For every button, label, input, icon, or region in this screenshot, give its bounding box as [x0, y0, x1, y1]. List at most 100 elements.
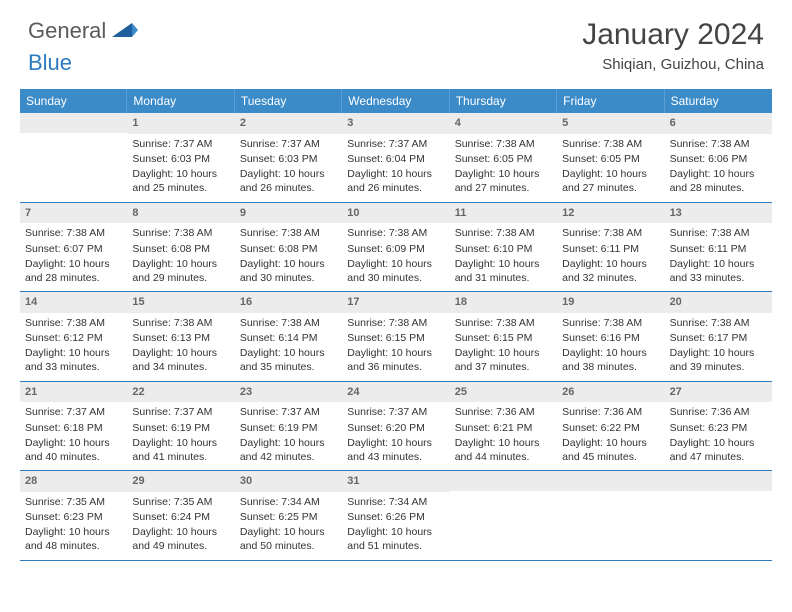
sunset-text: Sunset: 6:06 PM — [670, 152, 767, 166]
day-cell: 18Sunrise: 7:38 AMSunset: 6:15 PMDayligh… — [450, 292, 557, 381]
day-number: 17 — [342, 292, 449, 313]
day-number: 6 — [665, 113, 772, 134]
day-cell: 16Sunrise: 7:38 AMSunset: 6:14 PMDayligh… — [235, 292, 342, 381]
month-title: January 2024 — [582, 18, 764, 52]
sunset-text: Sunset: 6:11 PM — [562, 242, 659, 256]
day-cell: 25Sunrise: 7:36 AMSunset: 6:21 PMDayligh… — [450, 382, 557, 471]
day-number: 2 — [235, 113, 342, 134]
day-header-wednesday: Wednesday — [342, 89, 449, 113]
sunrise-text: Sunrise: 7:38 AM — [455, 137, 552, 151]
day-number: 30 — [235, 471, 342, 492]
day-cell: 29Sunrise: 7:35 AMSunset: 6:24 PMDayligh… — [127, 471, 234, 560]
sunset-text: Sunset: 6:26 PM — [347, 510, 444, 524]
logo-triangle-icon — [112, 20, 138, 43]
sunset-text: Sunset: 6:03 PM — [132, 152, 229, 166]
sunset-text: Sunset: 6:25 PM — [240, 510, 337, 524]
day-body: Sunrise: 7:36 AMSunset: 6:23 PMDaylight:… — [665, 402, 772, 470]
day-cell: 13Sunrise: 7:38 AMSunset: 6:11 PMDayligh… — [665, 203, 772, 292]
day-number: 28 — [20, 471, 127, 492]
day-number: 8 — [127, 203, 234, 224]
day-body: Sunrise: 7:37 AMSunset: 6:03 PMDaylight:… — [127, 134, 234, 202]
daylight-text: Daylight: 10 hours and 48 minutes. — [25, 525, 122, 553]
day-header-saturday: Saturday — [665, 89, 772, 113]
daylight-text: Daylight: 10 hours and 27 minutes. — [455, 167, 552, 195]
day-cell: 22Sunrise: 7:37 AMSunset: 6:19 PMDayligh… — [127, 382, 234, 471]
day-number: 26 — [557, 382, 664, 403]
day-body: Sunrise: 7:38 AMSunset: 6:17 PMDaylight:… — [665, 313, 772, 381]
day-body: Sunrise: 7:38 AM Sunset: 6:11 PMDaylight:… — [557, 223, 664, 291]
sunset-text: Sunset: 6:11 PM — [670, 242, 767, 256]
logo-text-blue: Blue — [28, 50, 72, 75]
day-cell: 5Sunrise: 7:38 AMSunset: 6:05 PMDaylight… — [557, 113, 664, 202]
daylight-text: Daylight: 10 hours and 43 minutes. — [347, 436, 444, 464]
week-row: 28Sunrise: 7:35 AMSunset: 6:23 PMDayligh… — [20, 471, 772, 561]
sunset-text: Sunset: 6:14 PM — [240, 331, 337, 345]
day-body: Sunrise: 7:38 AMSunset: 6:05 PMDaylight:… — [557, 134, 664, 202]
sunrise-text: Sunrise: 7:37 AM — [132, 405, 229, 419]
title-block: January 2024 Shiqian, Guizhou, China — [582, 18, 764, 73]
sunset-text: Sunset: 6:12 PM — [25, 331, 122, 345]
day-number: 25 — [450, 382, 557, 403]
sunrise-text: Sunrise: 7:38 AM — [347, 316, 444, 330]
sunrise-text: Sunrise: 7:37 AM — [25, 405, 122, 419]
day-number: 27 — [665, 382, 772, 403]
calendar: SundayMondayTuesdayWednesdayThursdayFrid… — [20, 89, 772, 561]
day-body: Sunrise: 7:36 AMSunset: 6:22 PMDaylight:… — [557, 402, 664, 470]
daylight-text: Daylight: 10 hours and 31 minutes. — [455, 257, 552, 285]
daylight-text: Daylight: 10 hours and 37 minutes. — [455, 346, 552, 374]
day-body: Sunrise: 7:35 AMSunset: 6:24 PMDaylight:… — [127, 492, 234, 560]
daylight-text: Daylight: 10 hours and 51 minutes. — [347, 525, 444, 553]
day-body: Sunrise: 7:35 AMSunset: 6:23 PMDaylight:… — [20, 492, 127, 560]
day-body: Sunrise: 7:38 AMSunset: 6:16 PMDaylight:… — [557, 313, 664, 381]
day-body: Sunrise: 7:37 AMSunset: 6:03 PMDaylight:… — [235, 134, 342, 202]
day-number: 19 — [557, 292, 664, 313]
day-cell: 19Sunrise: 7:38 AMSunset: 6:16 PMDayligh… — [557, 292, 664, 381]
day-body: Sunrise: 7:38 AMSunset: 6:09 PMDaylight:… — [342, 223, 449, 291]
day-number: 11 — [450, 203, 557, 224]
daylight-text: Daylight: 10 hours and 32 minutes. — [562, 257, 659, 285]
sunrise-text: Sunrise: 7:38 AM — [455, 316, 552, 330]
day-body: Sunrise: 7:34 AMSunset: 6:26 PMDaylight:… — [342, 492, 449, 560]
sunrise-text: Sunrise: 7:38 AM — [670, 316, 767, 330]
empty-day-header — [450, 471, 557, 491]
sunset-text: Sunset: 6:24 PM — [132, 510, 229, 524]
sunrise-text: Sunrise: 7:38 AM — [562, 316, 659, 330]
day-cell: 23Sunrise: 7:37 AMSunset: 6:19 PMDayligh… — [235, 382, 342, 471]
daylight-text: Daylight: 10 hours and 34 minutes. — [132, 346, 229, 374]
week-row: 14Sunrise: 7:38 AMSunset: 6:12 PMDayligh… — [20, 292, 772, 382]
day-cell: 3Sunrise: 7:37 AMSunset: 6:04 PMDaylight… — [342, 113, 449, 202]
day-number: 3 — [342, 113, 449, 134]
daylight-text: Daylight: 10 hours and 35 minutes. — [240, 346, 337, 374]
day-cell: 15Sunrise: 7:38 AMSunset: 6:13 PMDayligh… — [127, 292, 234, 381]
day-cell: 7Sunrise: 7:38 AMSunset: 6:07 PMDaylight… — [20, 203, 127, 292]
sunset-text: Sunset: 6:19 PM — [240, 421, 337, 435]
day-cell: 31Sunrise: 7:34 AMSunset: 6:26 PMDayligh… — [342, 471, 449, 560]
sunset-text: Sunset: 6:16 PM — [562, 331, 659, 345]
day-cell: 24Sunrise: 7:37 AMSunset: 6:20 PMDayligh… — [342, 382, 449, 471]
day-body: Sunrise: 7:38 AMSunset: 6:15 PMDaylight:… — [342, 313, 449, 381]
day-body: Sunrise: 7:37 AMSunset: 6:18 PMDaylight:… — [20, 402, 127, 470]
sunrise-text: Sunrise: 7:35 AM — [25, 495, 122, 509]
daylight-text: Daylight: 10 hours and 26 minutes. — [347, 167, 444, 195]
day-cell — [450, 471, 557, 560]
day-body: Sunrise: 7:38 AMSunset: 6:15 PMDaylight:… — [450, 313, 557, 381]
day-body: Sunrise: 7:38 AMSunset: 6:08 PMDaylight:… — [127, 223, 234, 291]
sunset-text: Sunset: 6:05 PM — [455, 152, 552, 166]
day-cell: 28Sunrise: 7:35 AMSunset: 6:23 PMDayligh… — [20, 471, 127, 560]
sunrise-text: Sunrise: 7:36 AM — [455, 405, 552, 419]
sunset-text: Sunset: 6:23 PM — [25, 510, 122, 524]
day-number: 5 — [557, 113, 664, 134]
day-number: 22 — [127, 382, 234, 403]
day-body: Sunrise: 7:38 AMSunset: 6:11 PMDaylight:… — [665, 223, 772, 291]
daylight-text: Daylight: 10 hours and 30 minutes. — [240, 257, 337, 285]
sunrise-text: Sunrise: 7:38 AM — [132, 226, 229, 240]
logo: General — [28, 18, 140, 44]
sunrise-text: Sunrise: 7:38 AM — [562, 226, 659, 240]
day-header-monday: Monday — [127, 89, 234, 113]
sunset-text: Sunset: 6:17 PM — [670, 331, 767, 345]
day-header-row: SundayMondayTuesdayWednesdayThursdayFrid… — [20, 89, 772, 113]
sunrise-text: Sunrise: 7:38 AM — [670, 137, 767, 151]
day-body: Sunrise: 7:38 AMSunset: 6:10 PMDaylight:… — [450, 223, 557, 291]
day-cell: 27Sunrise: 7:36 AMSunset: 6:23 PMDayligh… — [665, 382, 772, 471]
calendar-body: 1Sunrise: 7:37 AMSunset: 6:03 PMDaylight… — [20, 113, 772, 561]
